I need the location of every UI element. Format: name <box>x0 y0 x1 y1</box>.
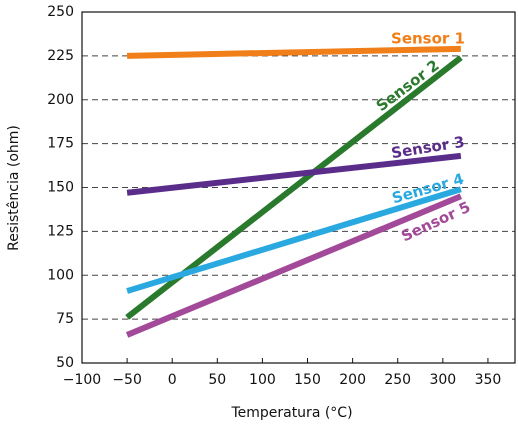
x-tick-label: −50 <box>112 372 142 388</box>
series-label: Sensor 2 <box>373 56 443 115</box>
y-tick-label: 150 <box>47 180 74 196</box>
x-tick-label: 50 <box>208 372 226 388</box>
x-tick-label: 150 <box>294 372 321 388</box>
y-tick-label: 225 <box>47 48 74 64</box>
x-tick-label: 0 <box>168 372 177 388</box>
y-tick-label: 200 <box>47 92 74 108</box>
series-line <box>126 152 462 196</box>
x-tick-label: 250 <box>384 372 411 388</box>
x-tick-label: 300 <box>429 372 456 388</box>
x-tick-label: 350 <box>475 372 502 388</box>
x-axis-label: Temperatura (°C) <box>230 405 352 421</box>
x-tick-label: 100 <box>249 372 276 388</box>
y-axis-label: Resistência (ohm) <box>6 125 22 251</box>
y-tick-label: 75 <box>56 311 74 327</box>
series-line <box>126 186 462 294</box>
y-tick-label: 125 <box>47 223 74 239</box>
series-label: Sensor 1 <box>391 30 465 48</box>
series-line <box>125 193 463 338</box>
series-line <box>127 45 461 59</box>
plot-frame <box>81 11 516 364</box>
y-tick-label: 50 <box>56 355 74 371</box>
y-tick-label: 100 <box>47 267 74 283</box>
x-tick-label: −100 <box>63 372 101 388</box>
y-tick-label: 175 <box>47 136 74 152</box>
y-tick-label: 250 <box>47 4 74 20</box>
x-tick-label: 200 <box>339 372 366 388</box>
